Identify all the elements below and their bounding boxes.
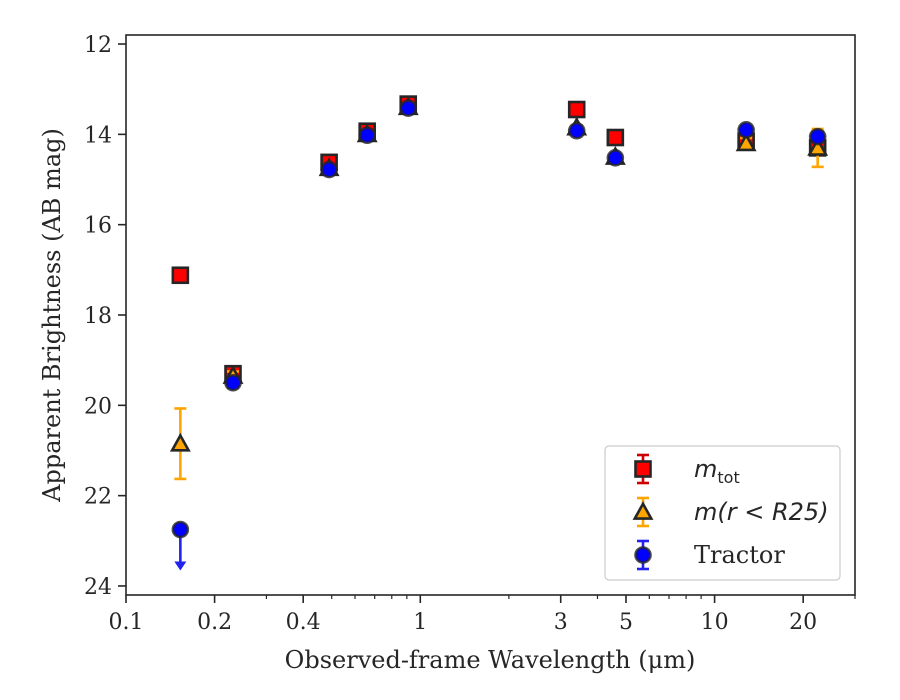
data-marks — [169, 95, 829, 571]
mtot-point-0 — [171, 266, 190, 285]
series-tractor — [171, 99, 827, 571]
y-tick-label-1: 14 — [84, 123, 112, 148]
tractor-point-8 — [808, 127, 827, 146]
legend-marker-mr25 — [632, 501, 654, 520]
y-tick-label-6: 24 — [84, 575, 112, 600]
tractor-point-0 — [171, 520, 190, 539]
legend-box — [604, 445, 841, 581]
legend-label-mr25: m(r < R25) — [694, 498, 829, 526]
x-tick-label-1: 0.2 — [197, 610, 232, 635]
x-tick-label-6: 10 — [701, 610, 729, 635]
mr25-point-7 — [735, 132, 757, 152]
legend: mtot m(r < R25) Tractor — [604, 445, 841, 581]
tractor-point-4 — [399, 99, 418, 117]
y-tick-label-0: 12 — [84, 33, 112, 58]
x-tick-label-0: 0.1 — [109, 610, 144, 635]
plot-frame — [125, 34, 856, 596]
legend-label-tractor: Tractor — [694, 541, 785, 569]
x-tick-label-5: 5 — [619, 610, 633, 635]
tractor-point-7 — [737, 121, 755, 139]
mr25-point-8 — [807, 136, 829, 156]
tractor-point-2 — [320, 160, 338, 179]
tractor-limit-arrowhead-0 — [174, 561, 187, 571]
tractor-point-6 — [606, 149, 625, 167]
y-tick-label-4: 20 — [84, 394, 112, 419]
legend-marker-tractor — [634, 546, 652, 564]
y-axis-label: Apparent Brightness (AB mag) — [38, 128, 66, 503]
tractor-point-3 — [358, 126, 376, 145]
axis-ticks: 0.1 0.2 0.4 1 3 5 10 20 12 14 16 18 20 22 24 — [84, 33, 856, 635]
mtot-point-5 — [567, 100, 586, 119]
x-tick-label-4: 3 — [554, 610, 568, 635]
legend-marker-mtot — [634, 460, 652, 478]
x-tick-label-7: 20 — [789, 610, 817, 635]
tractor-point-1 — [224, 373, 242, 392]
y-tick-label-5: 22 — [84, 485, 112, 510]
tractor-point-5 — [567, 121, 586, 140]
x-tick-label-3: 1 — [413, 610, 427, 635]
legend-label-mtot: mtot — [694, 455, 740, 487]
y-tick-label-2: 16 — [84, 214, 112, 239]
x-axis-label: Observed-frame Wavelength (μm) — [285, 646, 696, 674]
y-tick-label-3: 18 — [84, 304, 112, 329]
mr25-point-0 — [169, 432, 191, 452]
x-tick-label-2: 0.4 — [286, 610, 321, 635]
mtot-point-6 — [606, 128, 625, 147]
